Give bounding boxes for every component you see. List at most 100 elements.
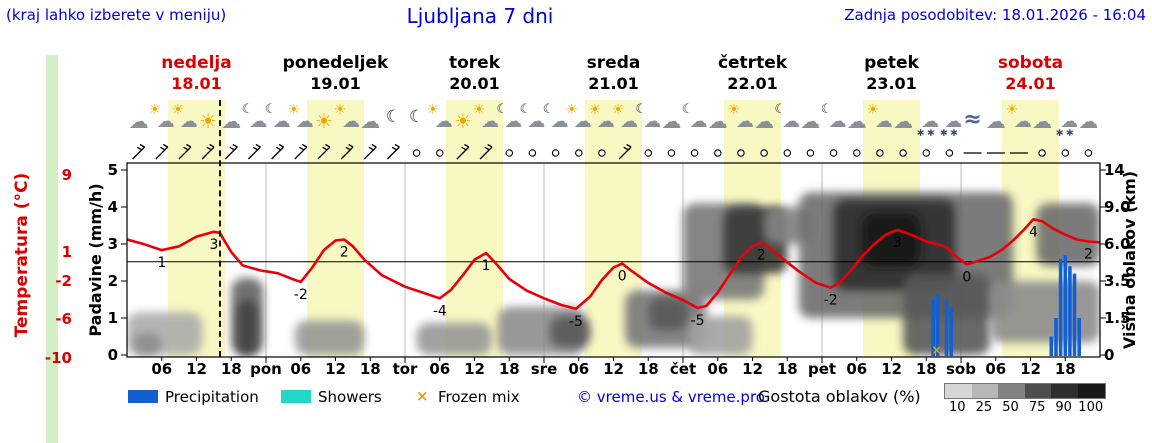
cloud-glyph: ☁ xyxy=(643,111,662,132)
cloud-glyph: ☁ xyxy=(1060,111,1079,132)
cloud-glyph: ☁ xyxy=(156,111,175,132)
snow-glyph: ∗∗ xyxy=(916,126,937,139)
weather-icon-sun-cloud: ☀ ☁ xyxy=(565,101,591,141)
weather-icon-sun-cloud: ☀ ☁ xyxy=(334,101,360,141)
weather-icon-cloud: ☁ xyxy=(126,101,152,141)
day-date: 22.01 xyxy=(727,74,778,93)
temp-axis-tick: 1 xyxy=(61,243,72,262)
x-hour-label: 12 xyxy=(186,360,207,378)
x-hour-label: 18 xyxy=(915,360,937,378)
weather-icon-cloud: ☁ xyxy=(357,101,383,141)
cloud-glyph: ☁ xyxy=(1013,111,1032,132)
cloud-axis-tick: 6.0 xyxy=(1104,235,1131,253)
x-hour-label: 18 xyxy=(776,360,798,378)
moon-glyph: ☾ xyxy=(542,102,555,117)
cloud-glyph: ☁ xyxy=(434,111,453,132)
day-date: 23.01 xyxy=(866,74,917,93)
cloud-glyph: ☁ xyxy=(874,111,893,132)
day-name: nedelja xyxy=(161,53,232,73)
cloud-glyph: ☁ xyxy=(782,111,801,132)
cloud-glyph: ☁ xyxy=(800,109,821,133)
cloud-glyph: ☁ xyxy=(249,111,268,132)
weather-icon-snow-cloud: ☁ ∗∗ xyxy=(1052,101,1078,141)
cloud-density-scale xyxy=(944,383,1106,399)
density-segment xyxy=(998,384,1025,398)
weather-icon-moon-cloud: ☾ ☁ xyxy=(496,101,522,141)
x-hour-label: 12 xyxy=(464,360,485,378)
last-update: Zadnja posodobitev: 18.01.2026 - 16:04 xyxy=(844,6,1146,24)
x-hour-label: 12 xyxy=(742,360,763,378)
cloud-axis-tick: 14 xyxy=(1104,161,1125,179)
density-segment xyxy=(1077,384,1105,398)
cloud-axis-tick: 0 xyxy=(1104,346,1115,364)
cloud-glyph: ☁ xyxy=(689,111,708,132)
cloud-axis-tick: 3.5 xyxy=(1104,272,1131,290)
moon-glyph: ☾ xyxy=(635,102,648,117)
precipitation-swatch xyxy=(128,390,158,403)
sun-glyph: ☀ xyxy=(314,109,333,133)
cloud-axis-title: Višina oblakov (km) xyxy=(1120,170,1139,350)
weather-icon-cloud: ☁ xyxy=(658,101,684,141)
weather-icon-cloud: ☁ xyxy=(844,101,870,141)
sun-glyph: ☀ xyxy=(472,102,486,118)
cloud-glyph: ☁ xyxy=(735,111,754,132)
day-header: sreda 21.01 xyxy=(544,53,683,94)
svg-text:-5: -5 xyxy=(691,313,705,329)
temp-axis-tick: 9 xyxy=(61,166,72,184)
day-name: sobota xyxy=(997,53,1064,73)
precipitation-label: Precipitation xyxy=(165,388,259,406)
x-hour-label: 18 xyxy=(498,360,520,378)
temp-axis-tick: -2 xyxy=(55,271,72,290)
cloud-glyph: ☁ xyxy=(754,109,775,133)
copyright-link[interactable]: © vreme.us & vreme.pro xyxy=(577,388,765,406)
sun-glyph: ☀ xyxy=(866,102,880,118)
temp-axis-title: Temperatura (°C) xyxy=(12,172,32,338)
day-name: ponedeljek xyxy=(282,53,389,73)
precip-axis-tick: 1 xyxy=(107,309,118,327)
cloud-glyph: ☁ xyxy=(828,111,847,132)
moon-glyph: ☾ xyxy=(385,107,402,127)
day-date: 24.01 xyxy=(1005,74,1056,93)
precip-axis-tick: 5 xyxy=(107,161,118,179)
weather-icon-cloud: ☁ xyxy=(797,101,823,141)
cloud-glyph: ☁ xyxy=(342,111,361,132)
sun-glyph: ☀ xyxy=(611,102,625,118)
moon-glyph: ☾ xyxy=(496,102,509,117)
cloud-axis-tick: 9.0 xyxy=(1104,198,1131,216)
weather-icon-moon-cloud: ☾ ☁ xyxy=(265,101,291,141)
day-header: ponedeljek 19.01 xyxy=(266,53,405,94)
x-hour-label: 06 xyxy=(707,360,729,378)
x-hour-label: 06 xyxy=(846,360,868,378)
weather-icon-snow-cloud: ☁ ∗∗ xyxy=(913,101,939,141)
weather-icon-sun-cloud: ☀ ☁ xyxy=(612,101,638,141)
fog-glyph: ≈ xyxy=(963,107,982,132)
density-tick-label: 75 xyxy=(1028,400,1046,415)
cloud-glyph: ☁ xyxy=(620,111,639,132)
day-name: sreda xyxy=(586,53,641,73)
precip-axis-tick: 4 xyxy=(107,198,118,216)
cloud-glyph: ☁ xyxy=(921,111,940,132)
sun-glyph: ☀ xyxy=(171,102,185,118)
x-hour-label: 06 xyxy=(985,360,1007,378)
cloud-glyph: ☁ xyxy=(846,109,867,133)
day-header: nedelja 18.01 xyxy=(127,53,266,94)
day-date: 21.01 xyxy=(588,74,639,93)
sun-glyph: ☀ xyxy=(148,102,162,118)
cloud-glyph: ☁ xyxy=(128,109,149,133)
sun-glyph: ☀ xyxy=(333,102,347,118)
snow-glyph: ∗∗ xyxy=(939,126,960,139)
moon-glyph: ☾ xyxy=(264,102,277,117)
svg-text:-2: -2 xyxy=(824,293,838,309)
weather-icon-sun-cloud: ☀ ☁ xyxy=(148,101,174,141)
svg-text:×: × xyxy=(932,343,942,357)
weather-icon-moon-cloud: ☾ ☁ xyxy=(241,101,268,141)
moon-glyph: ☾ xyxy=(681,102,694,117)
x-hour-label: 18 xyxy=(359,360,381,378)
cloud-glyph: ☁ xyxy=(893,109,914,133)
x-hour-label: 18 xyxy=(637,360,659,378)
density-tick-label: 25 xyxy=(975,400,993,415)
x-hour-label: 06 xyxy=(568,360,590,378)
day-date: 18.01 xyxy=(171,74,222,93)
density-tick-label: 10 xyxy=(949,400,966,415)
